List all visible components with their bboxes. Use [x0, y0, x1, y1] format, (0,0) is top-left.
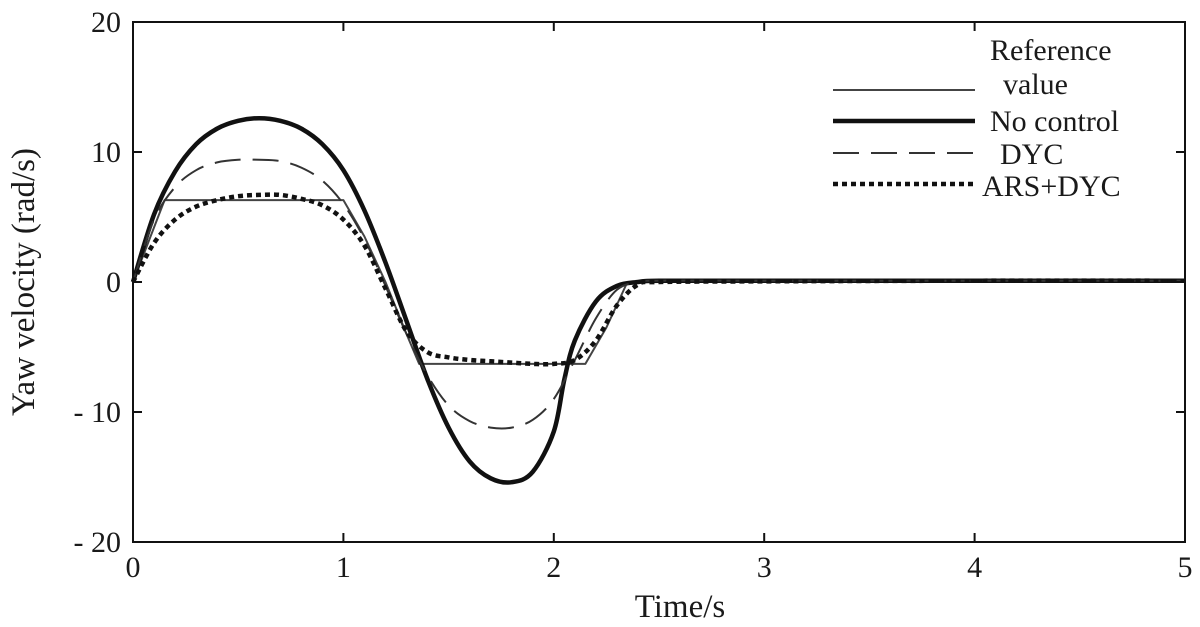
plot-area: [130, 21, 1186, 543]
x-axis-label: Time/s: [635, 589, 726, 625]
legend: Reference value No control DYC ARS+DYC: [833, 34, 1121, 203]
ticks-layer: [132, 21, 1186, 543]
series-line-dyc: [132, 158, 1185, 430]
y-tick-label: - 20: [74, 526, 122, 559]
legend-label-reference-line1: Reference: [990, 34, 1112, 67]
legend-label-reference-line2: value: [1003, 68, 1068, 101]
y-tick-label: 20: [91, 6, 121, 39]
x-tick-label: 1: [336, 551, 351, 584]
x-tick-label: 0: [126, 551, 141, 584]
x-tick-label: 5: [1178, 551, 1193, 584]
legend-label-no-control: No control: [990, 105, 1119, 138]
y-tick-label: - 10: [74, 396, 122, 429]
series-line-ars-dyc: [131, 192, 1186, 367]
legend-label-dyc: DYC: [1000, 138, 1063, 171]
y-tick-label: 0: [106, 266, 121, 299]
series-line-reference-value: [132, 199, 1185, 365]
x-tick-label: 4: [967, 551, 982, 584]
y-tick-labels: 20 10 0 - 10 - 20: [74, 6, 122, 559]
legend-label-ars-dyc: ARS+DYC: [982, 170, 1121, 203]
series-layer: [130, 115, 1186, 485]
x-tick-label: 2: [546, 551, 561, 584]
y-axis-label: Yaw velocity (rad/s): [6, 148, 42, 416]
x-tick-label: 3: [757, 551, 772, 584]
y-tick-label: 10: [91, 136, 121, 169]
x-tick-labels: 0 1 2 3 4 5: [126, 551, 1193, 584]
